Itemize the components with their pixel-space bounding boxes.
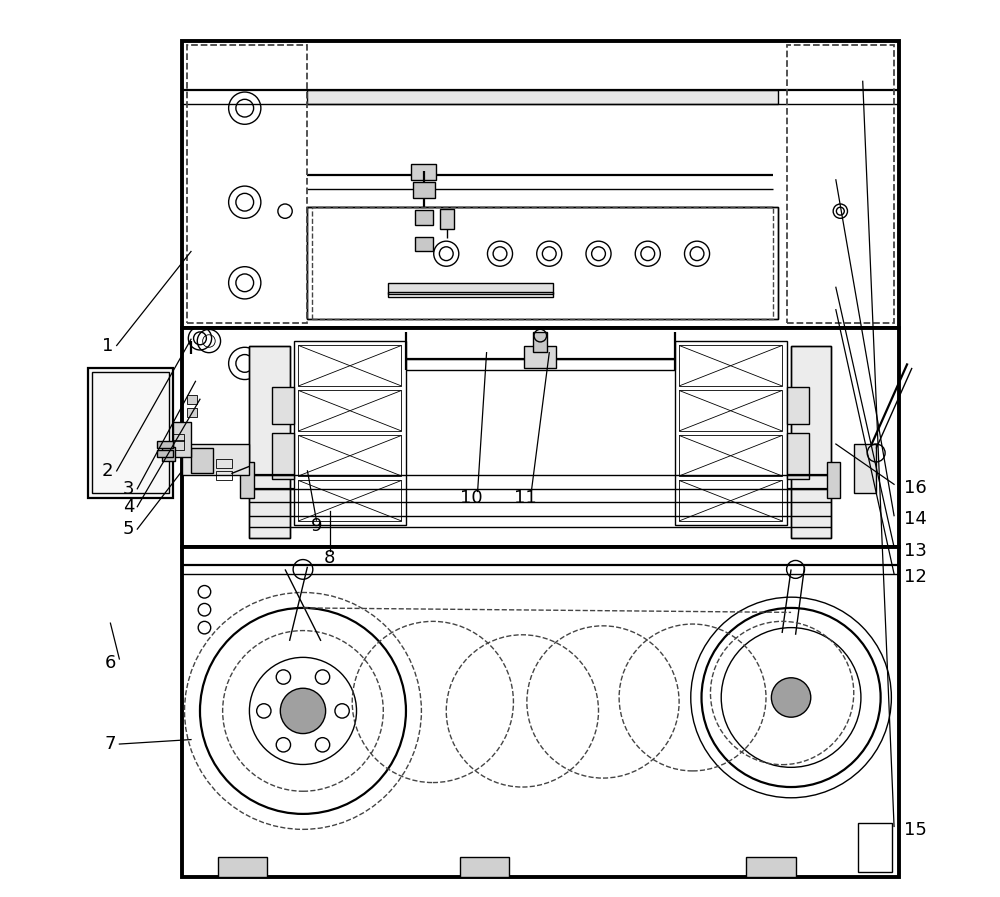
Bar bbox=[173, 440, 184, 450]
Bar bbox=[272, 433, 294, 479]
Bar bbox=[216, 471, 232, 480]
Bar bbox=[524, 345, 556, 368]
Bar bbox=[411, 163, 436, 179]
Bar bbox=[187, 46, 307, 323]
Bar bbox=[272, 387, 294, 423]
Bar bbox=[88, 368, 173, 498]
Circle shape bbox=[280, 688, 326, 734]
Text: 5: 5 bbox=[123, 520, 134, 538]
Bar bbox=[307, 91, 778, 104]
Bar bbox=[216, 459, 232, 468]
Bar bbox=[298, 481, 401, 521]
Bar bbox=[182, 547, 899, 876]
Bar bbox=[187, 408, 197, 417]
Bar bbox=[413, 181, 435, 197]
Bar bbox=[675, 341, 787, 525]
Bar bbox=[679, 390, 782, 431]
Bar bbox=[854, 444, 876, 493]
Bar bbox=[746, 857, 796, 876]
Bar bbox=[182, 444, 249, 475]
Bar bbox=[388, 283, 553, 293]
Text: 16: 16 bbox=[904, 479, 927, 497]
Bar bbox=[787, 46, 894, 323]
Text: 12: 12 bbox=[904, 569, 927, 587]
Bar bbox=[162, 447, 175, 461]
Bar bbox=[187, 395, 197, 404]
Bar bbox=[157, 450, 173, 457]
Bar bbox=[182, 327, 899, 547]
Bar bbox=[415, 210, 433, 224]
Bar bbox=[298, 390, 401, 431]
Text: 14: 14 bbox=[904, 510, 927, 528]
Text: 6: 6 bbox=[105, 655, 116, 673]
Bar bbox=[787, 433, 809, 479]
Text: 13: 13 bbox=[904, 542, 927, 560]
Bar bbox=[173, 434, 184, 441]
Text: 15: 15 bbox=[904, 821, 927, 839]
Text: 1: 1 bbox=[102, 336, 113, 354]
Bar bbox=[679, 435, 782, 476]
Bar bbox=[307, 206, 778, 318]
Text: 2: 2 bbox=[102, 462, 113, 480]
Bar bbox=[388, 292, 553, 297]
Text: 8: 8 bbox=[324, 549, 336, 567]
Bar bbox=[249, 345, 290, 538]
Bar bbox=[440, 209, 454, 229]
Bar bbox=[787, 387, 809, 423]
Bar bbox=[858, 823, 892, 872]
Bar bbox=[249, 345, 290, 538]
Bar bbox=[92, 372, 169, 493]
Bar bbox=[415, 237, 433, 251]
Text: 10: 10 bbox=[460, 489, 483, 507]
Text: 3: 3 bbox=[123, 480, 134, 498]
Bar bbox=[218, 857, 267, 876]
Bar bbox=[827, 462, 840, 498]
Circle shape bbox=[771, 678, 811, 718]
Bar bbox=[307, 206, 778, 318]
Bar bbox=[679, 481, 782, 521]
Bar bbox=[791, 345, 831, 538]
Text: 9: 9 bbox=[311, 518, 322, 536]
Bar bbox=[533, 332, 547, 352]
Bar bbox=[679, 345, 782, 386]
Text: 7: 7 bbox=[105, 735, 116, 753]
Bar bbox=[298, 345, 401, 386]
Text: 4: 4 bbox=[123, 498, 134, 516]
Bar bbox=[298, 435, 401, 476]
Bar bbox=[157, 441, 173, 448]
Bar bbox=[791, 345, 831, 538]
Bar bbox=[173, 422, 191, 457]
Bar bbox=[191, 448, 213, 473]
Bar bbox=[240, 462, 254, 498]
Bar bbox=[294, 341, 406, 525]
Bar bbox=[312, 206, 773, 318]
Text: 11: 11 bbox=[514, 489, 536, 507]
Bar bbox=[182, 41, 899, 327]
Bar bbox=[460, 857, 509, 876]
